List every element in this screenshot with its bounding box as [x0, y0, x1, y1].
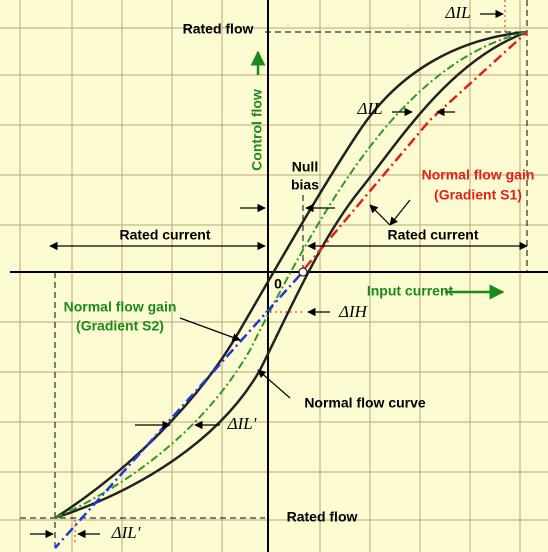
origin-label: 0 — [274, 276, 282, 292]
rated-flow-label: Rated flow — [287, 509, 358, 525]
null-label: Null — [292, 159, 318, 175]
delta-markers — [74, 0, 506, 545]
rated-current-label: Rated current — [119, 227, 210, 243]
delta-il-label: ΔIL — [444, 3, 470, 22]
hysteresis-lower — [54, 30, 528, 520]
delta-ih-label: ΔIH — [338, 302, 369, 321]
null-bias-point — [298, 267, 308, 277]
gradient-s2-label: (Gradient S2) — [76, 318, 164, 334]
hysteresis-upper — [54, 30, 528, 520]
delta-il-prime-label: ΔIL' — [227, 414, 257, 433]
guide-lines — [20, 0, 528, 552]
rated-current-label: Rated current — [387, 227, 478, 243]
gradient-s1-label: (Gradient S1) — [434, 187, 522, 203]
delta-il-label: ΔIL — [356, 99, 382, 118]
gain-s1-label: Normal flow gain — [422, 167, 535, 183]
control-flow-label: Control flow — [249, 89, 265, 171]
normal-flow-curve — [54, 31, 528, 519]
gain-s2-label: Normal flow gain — [64, 299, 177, 315]
normal-flow-curve-label: Normal flow curve — [304, 395, 426, 411]
gain-s1-line — [304, 31, 528, 269]
bias-label: bias — [291, 177, 319, 193]
gain-s2-line — [54, 274, 301, 549]
arrows — [30, 9, 528, 539]
input-current-label: Input current — [367, 283, 454, 299]
rated-flow-label: Rated flow — [183, 21, 254, 37]
delta-il-prime-label: ΔIL' — [111, 523, 141, 542]
